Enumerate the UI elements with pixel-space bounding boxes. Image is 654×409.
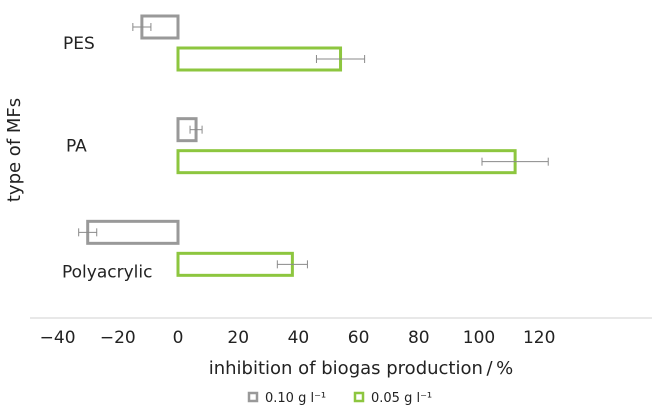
category-label-pes: PES [63,34,95,54]
x-tick-label: 60 [348,328,370,348]
x-tick-label: 100 [463,328,495,348]
x-tick-label: −20 [100,328,136,348]
legend-swatch [353,391,365,403]
error-bar-pa-series-1 [189,125,203,134]
category-label-pa: PA [66,137,87,157]
error-bar-pa-series-2 [481,157,549,166]
bars-layer [86,14,517,277]
bar-pa-series-2 [176,149,517,175]
y-axis-title: type of MFs [4,98,25,202]
legend-label: 0.05 g l⁻¹ [371,391,432,406]
legend-item-series-2: 0.05 g l⁻¹ [353,391,432,406]
x-tick-label: 80 [408,328,430,348]
legend-label: 0.10 g l⁻¹ [265,391,326,406]
x-tick-label: 20 [227,328,249,348]
category-label-polyacrylic: Polyacrylic [62,262,152,282]
legend-item-series-1: 0.10 g l⁻¹ [247,391,326,406]
category-labels: PES PA Polyacrylic [62,34,152,282]
error-bar-pes-series-1 [132,23,152,31]
error-bar-polyacrylic-series-1 [78,228,98,237]
error-bar-polyacrylic-series-2 [276,260,308,269]
x-tick-label: −40 [40,328,76,348]
bar-polyacrylic-series-2 [176,251,294,277]
x-tick-label: 0 [173,328,184,348]
legend: 0.10 g l⁻¹ 0.05 g l⁻¹ [247,391,432,406]
x-tick-label: 40 [288,328,310,348]
error-bars-layer [78,23,549,269]
x-tick-label: 120 [523,328,555,348]
bar-polyacrylic-series-1 [86,219,180,245]
x-tick-labels: −40 −20 0 20 40 60 80 100 120 [40,328,556,348]
legend-swatch [247,391,259,403]
error-bar-pes-series-2 [315,55,366,63]
x-axis-title: inhibition of biogas production / % [209,358,514,379]
